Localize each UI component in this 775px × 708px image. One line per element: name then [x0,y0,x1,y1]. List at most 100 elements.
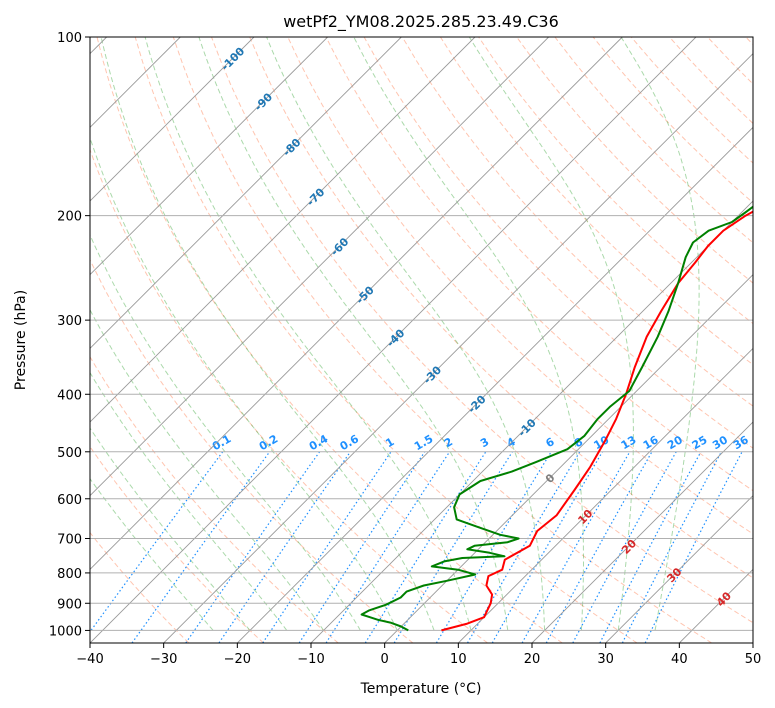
x-tick-label: 30 [597,652,614,667]
x-axis-label: Temperature (°C) [360,681,482,697]
moist-adiabat [100,37,435,631]
isotherm [163,53,753,643]
y-tick-label: 900 [57,597,82,612]
mixing-ratio-line [521,451,631,643]
x-tick-label: −30 [150,652,177,667]
isotherm [90,37,476,423]
mixing-ratio-line [572,451,677,643]
x-tick-label: 20 [524,652,541,667]
y-tick-label: 400 [57,388,82,403]
moist-adiabat [90,477,214,631]
moist-adiabat [90,427,251,631]
temperature-profile [441,210,753,632]
y-tick-label: 100 [57,31,82,46]
x-tick-label: −40 [76,652,103,667]
mixing-ratio-line [364,451,487,643]
moist-adiabat [266,37,546,631]
dry-adiabat [325,37,753,492]
plot-area: 0.10.20.40.611.52346810131620253036-100-… [90,37,753,643]
y-tick-label: 300 [57,314,82,329]
dry-adiabat [363,37,753,449]
isotherm [752,642,753,643]
mixing-ratio-line [435,451,552,643]
isotherm-label: -40 [384,326,407,349]
dry-adiabat [134,37,638,643]
y-tick-label: 700 [57,533,82,548]
mixing-ratio-label: 0.1 [210,432,233,453]
mixing-ratio-line [644,451,743,643]
isotherm-label: -50 [354,283,377,306]
mixing-ratio-label: 16 [641,433,661,452]
dry-adiabat [90,531,190,643]
isotherm-warm-label: 20 [619,537,639,557]
y-tick-label: 600 [57,493,82,508]
isotherm [90,37,549,497]
moist-adiabat [198,37,509,631]
mixing-ratio-label: 13 [619,433,639,452]
x-tick-label: −10 [297,652,324,667]
x-tick-label: 0 [381,652,389,667]
mixing-ratio-label: 30 [710,433,730,452]
y-tick-label: 800 [57,567,82,582]
isotherm [310,200,753,643]
dry-adiabat [249,37,753,579]
isotherm-warm-label: 40 [714,589,734,609]
isotherm [679,568,753,643]
isotherm-label: -60 [328,235,351,258]
x-tick-label: 50 [745,652,762,667]
mixing-ratio-line [325,451,451,643]
isotherm [90,37,697,643]
chart-title: wetPf2_YM08.2025.285.23.49.C36 [283,12,559,32]
mixing-ratio-label: 2 [442,435,455,450]
isotherm-warm-label: 10 [575,507,595,527]
moist-adiabat [90,371,288,631]
mixing-ratio-line [262,451,392,643]
mixing-ratio-line [90,451,224,633]
isotherm [458,347,753,643]
isotherm [605,495,753,643]
dry-adiabat [439,37,753,366]
x-axis: −40 −30 −20 −10 0 10 20 30 40 50 [76,643,761,667]
moist-adiabat [90,308,325,631]
dry-adiabat [401,37,753,407]
mixing-ratio-line [218,451,351,643]
y-tick-label: 1000 [49,624,82,639]
dry-adiabat [90,355,339,643]
isotherm [531,421,753,643]
mixing-ratio-label: 0.4 [307,432,331,453]
mixing-ratio-label: 25 [690,433,710,452]
isotherm-label: -70 [304,185,327,208]
y-tick-label: 200 [57,210,82,225]
mixing-ratio-label: 3 [478,435,491,450]
isotherm-label: -20 [465,393,488,416]
isotherm-label: -30 [421,363,444,386]
x-tick-label: 40 [671,652,688,667]
dry-adiabat [669,37,753,125]
mixing-ratio-label: 1 [383,435,396,450]
dry-adiabat [707,37,753,85]
dewpoint-profile [360,205,753,632]
isotherm-warm-label: 30 [664,565,684,585]
dry-adiabat [745,37,753,46]
isotherm [90,37,402,349]
moist-adiabat [90,233,361,631]
isotherm [384,274,753,643]
dry-adiabat [592,37,753,204]
dry-adiabat [96,37,563,643]
dry-adiabat [90,445,264,643]
isotherm-label: -10 [516,416,539,439]
moist-adiabat [468,37,634,631]
mixing-ratio-line [599,451,702,643]
dry-adiabat [172,37,712,643]
plot-frame [89,36,754,644]
isotherm [90,37,623,570]
mixing-ratio-line [185,451,321,643]
mixing-ratio-label: 1.5 [412,432,435,453]
dry-adiabat [554,37,753,244]
dry-adiabat [90,258,414,643]
x-tick-label: 10 [450,652,467,667]
mixing-ratio-line [545,451,653,643]
x-tick-label: −20 [224,652,251,667]
moist-adiabat [90,136,398,631]
